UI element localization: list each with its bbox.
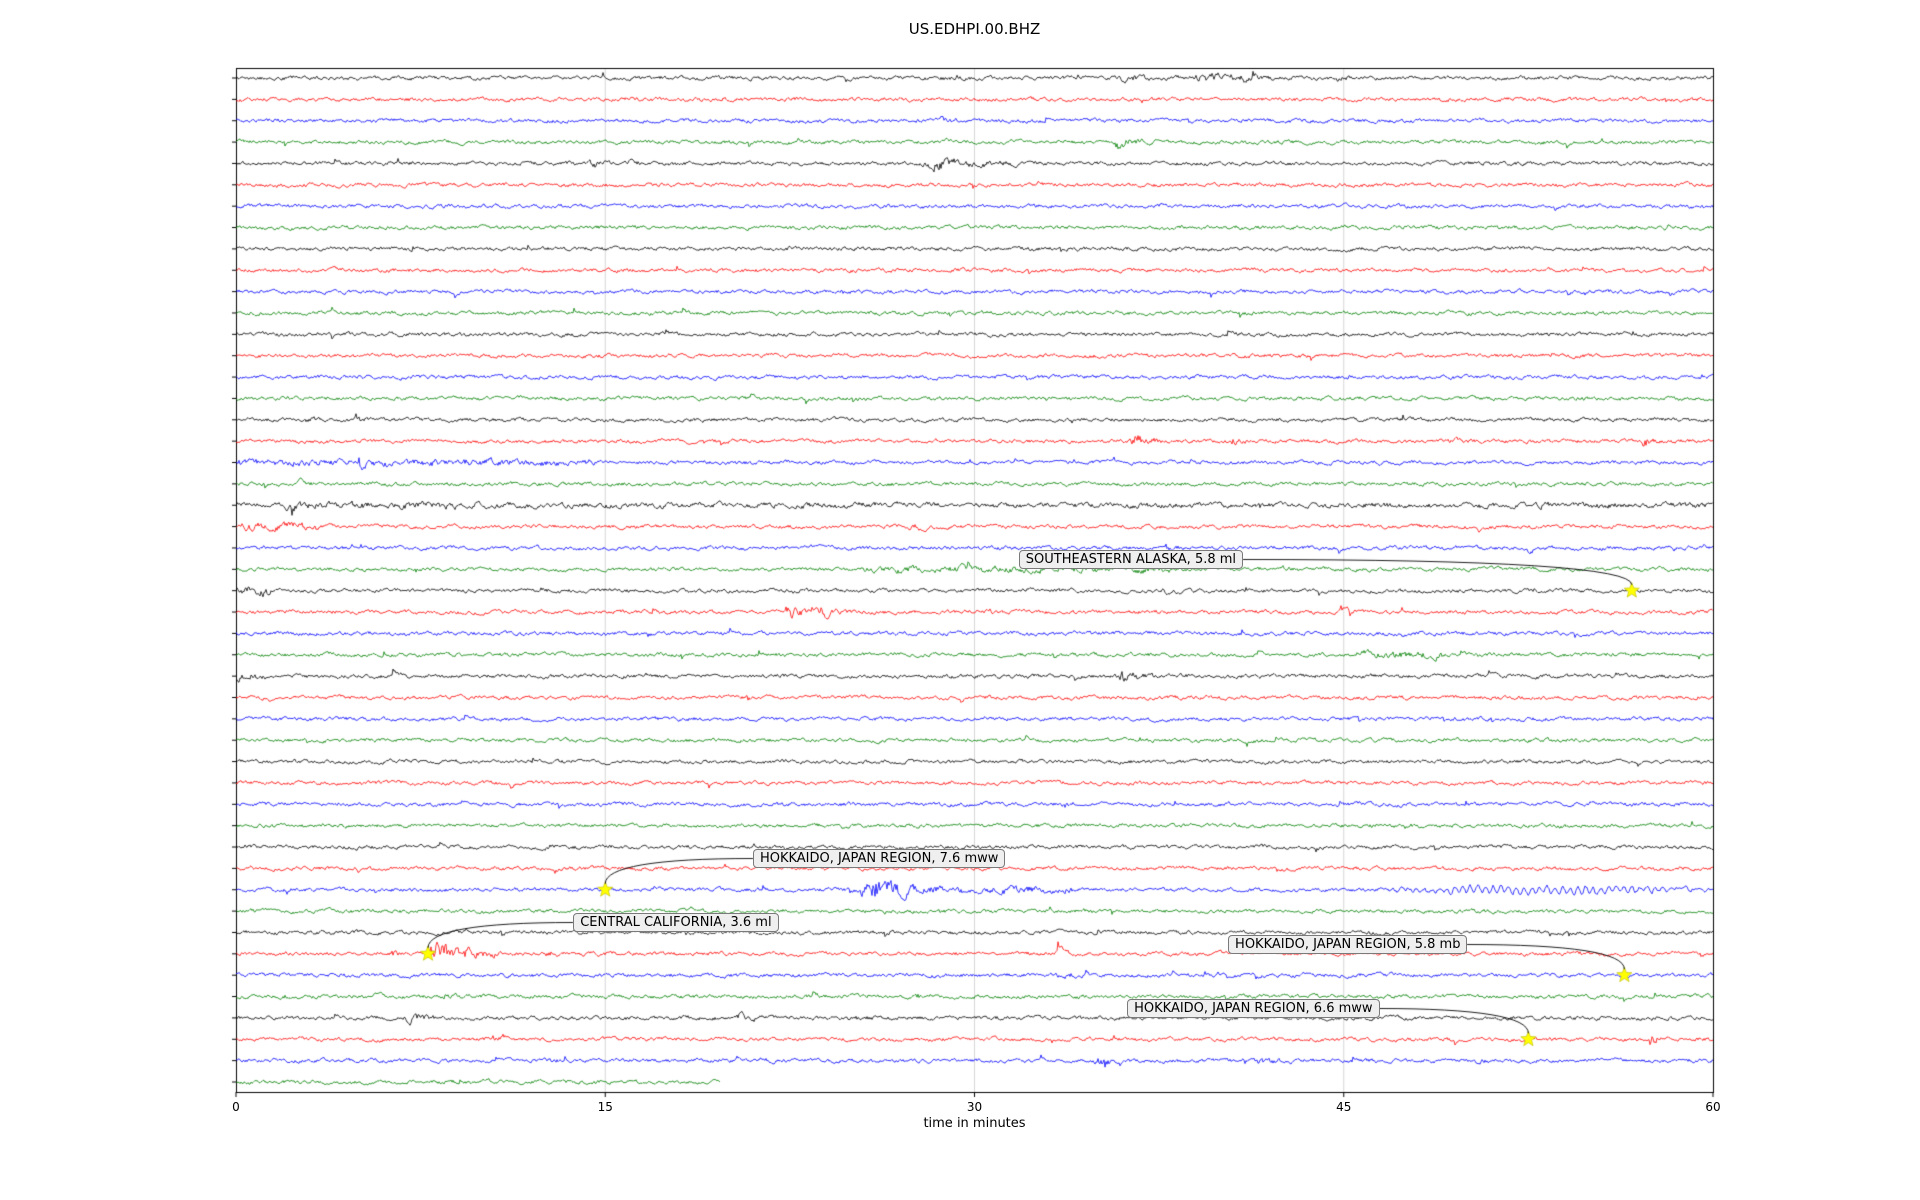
x-tick-label: 45 — [1336, 1100, 1352, 1114]
event-annotation: SOUTHEASTERN ALASKA, 5.8 ml — [1018, 550, 1244, 570]
event-annotation: HOKKAIDO, JAPAN REGION, 6.6 mww — [1127, 998, 1380, 1018]
event-annotation: CENTRAL CALIFORNIA, 3.6 ml — [573, 913, 779, 933]
event-annotation: HOKKAIDO, JAPAN REGION, 7.6 mww — [752, 849, 1006, 869]
x-axis-label: time in minutes — [923, 1116, 1026, 1131]
x-tick-label: 60 — [1705, 1100, 1721, 1114]
x-tick-label: 0 — [232, 1100, 240, 1114]
x-tick-label: 15 — [597, 1100, 613, 1114]
chart-title: US.EDHPI.00.BHZ — [908, 20, 1041, 38]
event-annotation: HOKKAIDO, JAPAN REGION, 5.8 mb — [1228, 934, 1468, 954]
x-tick-label: 30 — [966, 1100, 983, 1114]
